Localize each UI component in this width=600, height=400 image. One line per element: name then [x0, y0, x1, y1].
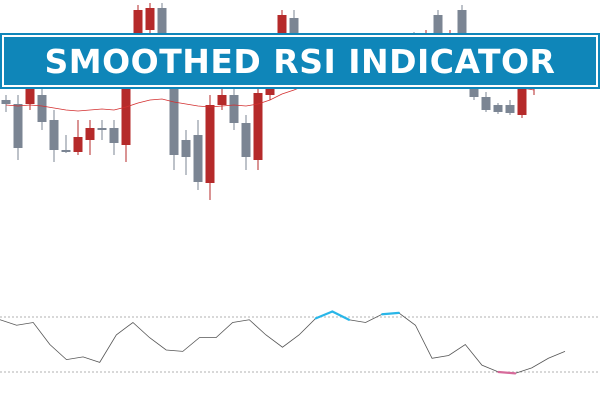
rsi-highlight [331, 310, 351, 321]
candle-body [433, 15, 443, 40]
candle-body [493, 105, 503, 112]
candle-body [145, 8, 155, 30]
candle-body [109, 128, 119, 143]
rsi-pane [0, 310, 600, 375]
candle-body [61, 150, 71, 152]
candle-body [13, 104, 23, 148]
title-banner: SMOOTHED RSI INDICATOR [0, 33, 600, 89]
candle-body [73, 137, 83, 152]
candle-body [169, 80, 179, 155]
candle-body [217, 95, 227, 105]
candle-body [205, 105, 215, 183]
candle-body [121, 60, 131, 145]
candle-body [181, 140, 191, 157]
rsi-highlight [497, 370, 517, 375]
rsi-highlight [314, 310, 334, 320]
candle-body [37, 95, 47, 122]
candle-body [505, 105, 515, 113]
candle-body [97, 128, 107, 130]
candle-body [229, 95, 239, 123]
candle-body [25, 80, 35, 104]
rsi-highlight [381, 311, 400, 316]
candle-body [277, 15, 287, 40]
candle-body [265, 85, 275, 95]
candle-body [85, 128, 95, 140]
chart-title: SMOOTHED RSI INDICATOR [45, 42, 556, 81]
candle-body [241, 123, 251, 157]
rsi-line [0, 311, 566, 374]
candle-body [253, 93, 263, 160]
candle-body [133, 10, 143, 40]
candle-body [289, 18, 299, 40]
candle-body [457, 10, 467, 35]
candle-body [517, 85, 527, 115]
candle-body [49, 120, 59, 150]
candle-body [481, 97, 491, 110]
candle-body [157, 8, 167, 35]
banner-border [2, 35, 598, 87]
banner-bg [0, 33, 600, 89]
price-pane [1, 3, 539, 200]
candle-body [193, 135, 203, 182]
candle-body [1, 100, 11, 104]
